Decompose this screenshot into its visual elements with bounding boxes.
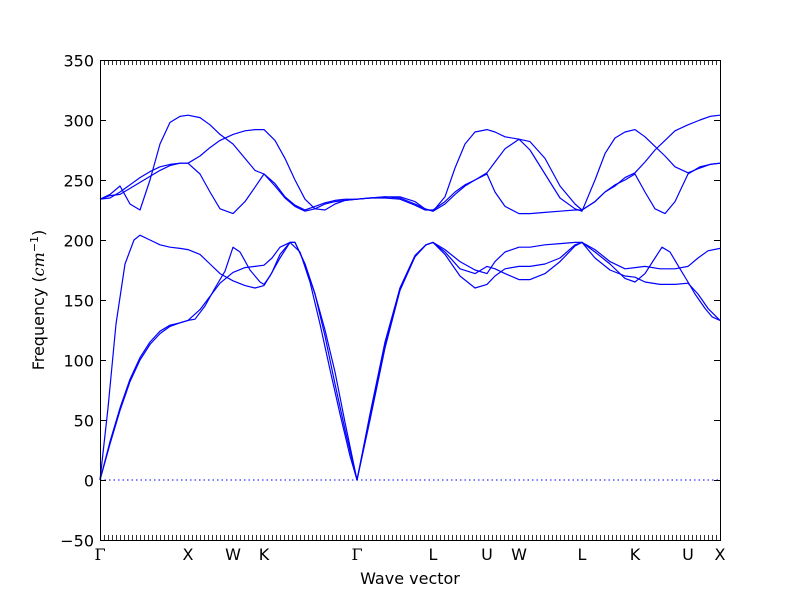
y-tick-labels: −50 0 50 100 150 200 250 300 350 [60,52,94,551]
high-symmetry-label: K [630,545,641,564]
high-symmetry-label: L [578,545,587,564]
plot-frame [100,60,721,541]
high-symmetry-label: W [511,545,527,564]
y-axis-label-prefix: Frequency ( [29,276,48,370]
high-symmetry-label: Γ [351,545,362,564]
high-symmetry-label: X [183,545,194,564]
y-tick-label: 200 [63,232,94,251]
phonon-band-3 [99,234,721,481]
y-tick-label: 300 [63,112,94,131]
x-axis-label: Wave vector [360,569,460,588]
y-axis-label-exponent: −1 [28,236,41,252]
y-tick-label: 250 [63,172,94,191]
y-tick-label: 150 [63,292,94,311]
y-axis-label-unit: cm [29,252,48,276]
y-tick-label: 50 [74,412,94,431]
y-tick-label: −50 [60,532,94,551]
high-symmetry-label: X [715,545,726,564]
y-tick-label: 0 [84,472,94,491]
high-symmetry-label: L [429,545,438,564]
high-symmetry-label: U [682,545,694,564]
high-symmetry-label: W [225,545,241,564]
axis-ticks-layer [100,60,721,541]
y-axis-label: Frequency (cm−1) [28,230,49,371]
high-symmetry-label: Γ [94,545,105,564]
y-tick-label: 350 [63,52,94,71]
phonon-bands-layer [99,114,721,481]
phonon-band-6 [99,162,721,215]
y-axis-label-suffix: ) [29,230,48,236]
phonon-band-4 [99,129,721,212]
phonon-band-5 [99,114,721,212]
high-symmetry-label: K [259,545,270,564]
phonon-band-1 [99,241,721,481]
high-symmetry-label: U [481,545,493,564]
phonon-band-2 [99,241,721,481]
y-tick-label: 100 [63,352,94,371]
